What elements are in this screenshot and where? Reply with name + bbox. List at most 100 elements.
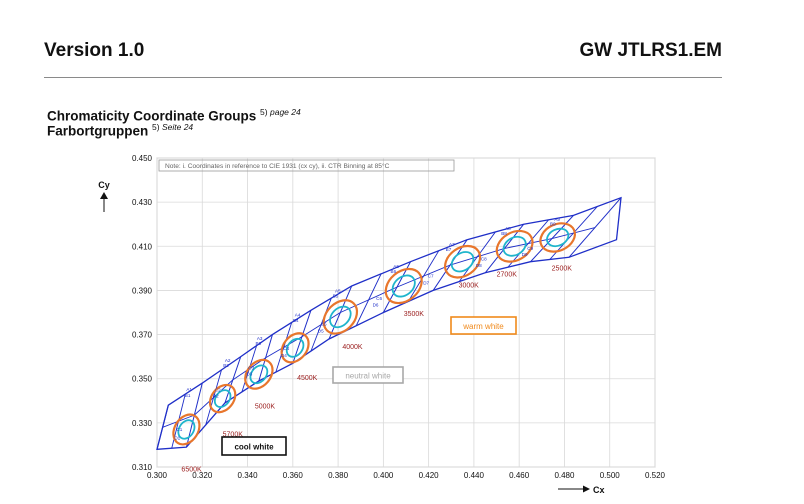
cct-label: 3500K (404, 311, 425, 318)
bin-label: C4 (283, 346, 289, 351)
x-tick-label: 0.320 (192, 471, 213, 480)
bin-label: A5 (335, 288, 341, 293)
chart-note-box (158, 159, 455, 172)
bin-label: A7 (449, 242, 455, 247)
x-tick-label: 0.440 (464, 471, 485, 480)
y-tick-label: 0.430 (132, 198, 153, 207)
ellipse-inner (329, 305, 352, 329)
bin-label: C6 (376, 296, 382, 301)
ellipse-outer (495, 229, 534, 263)
bin-label: C2 (215, 387, 221, 392)
x-tick-label: 0.500 (600, 471, 621, 480)
bin-split (507, 219, 549, 268)
warm-white-label: warm white (462, 322, 504, 331)
bin-label: C8 (481, 257, 487, 262)
y-tick-label: 0.330 (132, 419, 153, 428)
ellipse-inner (546, 227, 570, 248)
bin-split (458, 231, 496, 282)
chart-axes: 0.300 0.320 0.340 0.360 0.380 0.400 0.420 0.440… (98, 154, 665, 495)
chart-title-en-footnote: 5) page 24 (260, 107, 301, 117)
bin-label: A4 (295, 313, 301, 318)
chart-title-de-text: Farbortgruppen (47, 123, 149, 139)
bin-label: C1 (176, 427, 182, 432)
warm-white-box (450, 316, 517, 335)
bin-label: D5 (318, 329, 324, 334)
document-id: GW JTLRS1.EM (579, 40, 722, 61)
bin-split (205, 369, 222, 426)
bin-label: A8 (505, 226, 511, 231)
bin-label: B4 (293, 318, 299, 323)
bin-label: D7 (423, 280, 429, 285)
y-tick-label: 0.370 (132, 331, 153, 340)
bin-label: B1 (185, 393, 191, 398)
bin-quadrilaterals (156, 196, 622, 451)
bin-label: D2 (213, 393, 219, 398)
bin-label: A2 (225, 358, 231, 363)
x-tick-label: 0.340 (238, 471, 259, 480)
cct-label: 2700K (497, 271, 518, 278)
cct-label: 3000K (459, 283, 480, 290)
ellipse-outer (322, 299, 359, 335)
bin-label: D1 (174, 435, 180, 440)
ellipse-outer (244, 358, 274, 390)
chart-title-de-footnote: 5) Seite 24 (152, 122, 194, 132)
x-axis-label: Cx (593, 485, 605, 495)
cct-label: 4500K (297, 375, 318, 382)
ellipse-inner (391, 274, 416, 298)
x-tick-label: 0.300 (147, 471, 168, 480)
y-tick-label: 0.450 (132, 154, 153, 163)
neutral-white-box (332, 366, 404, 384)
macadam-ellipses (172, 222, 576, 446)
bin-label: D3 (246, 371, 252, 376)
bin-label: A3 (257, 336, 263, 341)
ellipse-outer (384, 267, 423, 305)
ellipse-inner (213, 389, 232, 408)
bin-label: D4 (281, 353, 287, 358)
bin-split (407, 250, 440, 302)
bin-split (275, 322, 293, 373)
y-axis-label: Cy (98, 180, 110, 190)
x-tick-label: 0.460 (509, 471, 530, 480)
x-tick-label: 0.420 (419, 471, 440, 480)
x-tick-label: 0.480 (554, 471, 575, 480)
bin-envelope (156, 196, 622, 451)
bin-split (355, 273, 382, 326)
ellipse-inner (450, 251, 475, 273)
y-tick-label: 0.390 (132, 286, 153, 295)
cct-label: 6500K (181, 466, 202, 473)
cool-white-label: cool white (234, 443, 274, 452)
bin-label: B9 (550, 222, 556, 227)
cct-label: 5000K (255, 403, 276, 410)
chart-title-en: Chromaticity Coordinate Groups 5) page 2… (47, 107, 301, 124)
y-axis-arrowhead (100, 192, 108, 199)
bin-divider (568, 197, 622, 258)
ellipse-inner (285, 337, 305, 358)
ellipse-outer (444, 244, 482, 279)
ellipse-outer (539, 222, 576, 253)
bin-label: A6 (393, 264, 399, 269)
cool-white-box (221, 436, 287, 456)
x-tick-label: 0.360 (283, 471, 304, 480)
bin-label: C7 (428, 274, 434, 279)
bin-label: B6 (391, 269, 397, 274)
bin-label: B5 (333, 294, 339, 299)
chart-grid (156, 157, 656, 468)
bin-label: A9 (554, 217, 560, 222)
chart-title-de: Farbortgruppen 5) Seite 24 (47, 122, 193, 139)
y-tick-label: 0.350 (132, 375, 153, 384)
cct-label: 4000K (342, 344, 363, 351)
ellipse-inner (177, 419, 196, 440)
ellipse-inner (502, 235, 527, 257)
y-tick-label: 0.410 (132, 242, 153, 251)
bin-label: D9 (522, 252, 528, 257)
bin-label: D6 (373, 302, 379, 307)
x-tick-label: 0.380 (328, 471, 349, 480)
header-divider (44, 77, 722, 78)
neutral-white-label: neutral white (345, 372, 391, 381)
cct-label: 2500K (552, 265, 573, 272)
bin-label: C3 (248, 365, 254, 370)
x-tick-label: 0.400 (373, 471, 394, 480)
bin-label: B2 (223, 363, 229, 368)
chart-note: Note: i. Coordinates in reference to CIE… (165, 162, 390, 170)
